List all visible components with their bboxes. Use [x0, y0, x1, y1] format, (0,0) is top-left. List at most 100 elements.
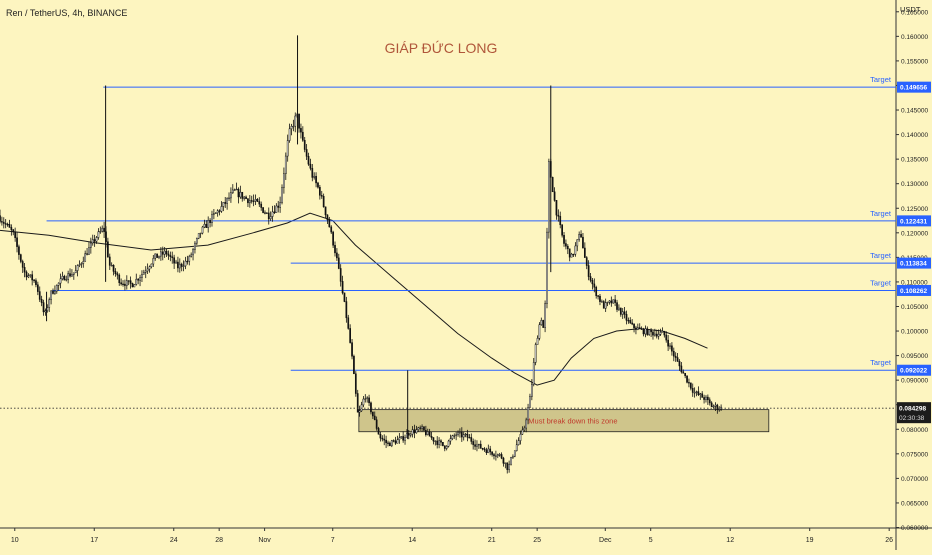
- candle-body: [614, 299, 616, 303]
- candle-body: [370, 402, 372, 413]
- candle-body: [525, 419, 528, 429]
- candle-body: [239, 191, 242, 198]
- candle-body: [563, 234, 565, 244]
- candle-body: [527, 407, 529, 421]
- candle-body: [627, 320, 630, 322]
- candle-body: [199, 232, 202, 235]
- candle-body: [93, 239, 96, 242]
- candle-body: [262, 207, 264, 213]
- candle-body: [74, 270, 77, 274]
- candle-body: [124, 283, 126, 286]
- candle-body: [160, 251, 162, 257]
- candle-body: [496, 454, 499, 457]
- candle-body: [131, 283, 134, 288]
- candle-body: [390, 440, 393, 447]
- candle-body: [25, 271, 28, 278]
- candle-body: [366, 397, 369, 399]
- candle-body: [309, 163, 312, 169]
- candle-body: [638, 327, 641, 329]
- candle-body: [80, 263, 83, 265]
- candle-body: [216, 210, 219, 214]
- candle-body: [211, 214, 213, 223]
- candle-body: [71, 274, 73, 277]
- time-tick-label: Dec: [599, 537, 612, 544]
- candle-body: [135, 278, 138, 285]
- candle-body: [1, 221, 3, 223]
- candle-body: [8, 224, 11, 228]
- candle-body: [389, 442, 391, 447]
- candle-body: [542, 320, 545, 328]
- candle-body: [354, 373, 357, 394]
- candle-body: [161, 251, 164, 255]
- candle-body: [180, 263, 183, 267]
- candle-body: [78, 264, 81, 266]
- candle-body: [483, 448, 486, 451]
- candle-body: [197, 233, 200, 239]
- candle-body: [468, 437, 471, 439]
- target-lines: Target 0.149656 Target 0.122431 Target 0.1138…: [46, 75, 931, 376]
- candle-body: [222, 202, 225, 207]
- candle-body: [411, 429, 414, 435]
- candle-body: [144, 270, 147, 273]
- candle-body: [154, 253, 157, 259]
- candle-body: [608, 300, 611, 303]
- candle-body: [186, 260, 189, 263]
- target-price-tag: [897, 81, 931, 93]
- candle-body: [27, 275, 30, 278]
- candle-body: [334, 245, 336, 254]
- candle-body: [4, 223, 7, 225]
- candle-body: [169, 255, 172, 257]
- candle-body: [544, 303, 546, 328]
- candle-body: [517, 440, 520, 446]
- candle-body: [377, 428, 380, 435]
- candle-body: [481, 448, 484, 450]
- candle-body: [29, 274, 32, 276]
- candle-body: [655, 333, 658, 337]
- candle-body: [275, 205, 278, 213]
- candle-body: [400, 436, 403, 439]
- candle-body: [103, 227, 105, 232]
- candle-body: [353, 355, 355, 375]
- candle-body: [476, 444, 478, 447]
- candle-body: [188, 256, 191, 262]
- candle-body: [409, 433, 412, 436]
- candle-body: [2, 221, 5, 224]
- candle-body: [612, 299, 615, 304]
- candle-body: [37, 284, 39, 292]
- candle-body: [99, 230, 102, 233]
- candle-body: [375, 419, 378, 429]
- candle-body: [576, 239, 579, 247]
- candle-body: [648, 329, 651, 335]
- candle-body: [192, 249, 194, 256]
- time-tick-label: 21: [488, 537, 496, 544]
- candle-body: [315, 175, 317, 184]
- price-tick-label: 0.095000: [901, 353, 928, 360]
- candle-body: [621, 311, 624, 315]
- support-zone: Must break down this zone: [358, 409, 770, 433]
- target-price-text: 0.122431: [900, 218, 927, 225]
- candle-body: [676, 357, 679, 362]
- price-tick-label: 0.140000: [901, 132, 928, 139]
- candle-body: [423, 426, 425, 431]
- candle-body: [72, 272, 75, 275]
- candle-body: [69, 273, 71, 277]
- candle-body: [667, 339, 669, 347]
- price-tick-label: 0.155000: [901, 58, 928, 65]
- candle-body: [372, 411, 374, 417]
- candle-body: [343, 292, 346, 302]
- candle-body: [381, 437, 384, 440]
- candle-body: [84, 253, 87, 262]
- target-price-text: 0.092022: [900, 368, 927, 375]
- candle-body: [0, 215, 1, 222]
- candle-body: [691, 388, 694, 393]
- candle-body: [650, 329, 652, 333]
- price-tick-label: 0.120000: [901, 230, 928, 237]
- candle-body: [625, 314, 628, 321]
- candle-body: [557, 214, 560, 217]
- time-tick-label: 12: [726, 537, 734, 544]
- candle-body: [392, 440, 395, 442]
- candle-body: [385, 439, 387, 444]
- price-tick-label: 0.145000: [901, 108, 928, 115]
- candle-body: [89, 242, 92, 248]
